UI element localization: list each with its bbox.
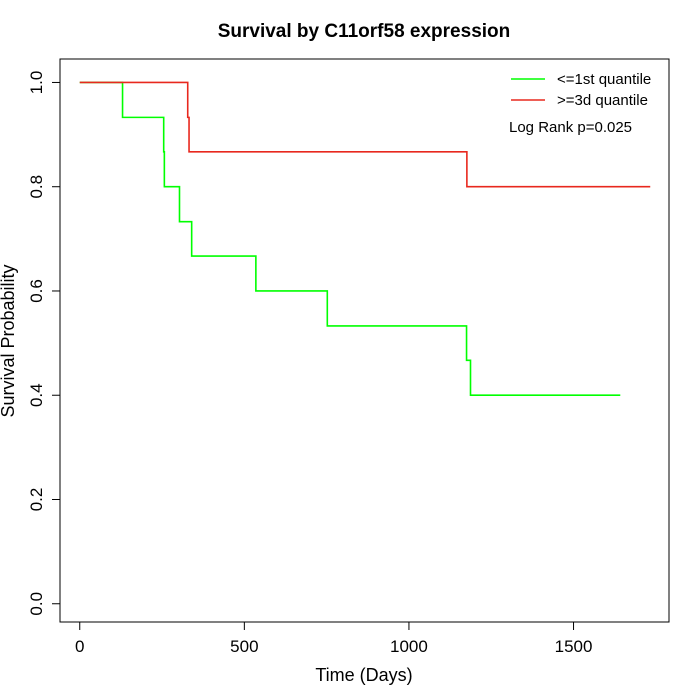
legend: <=1st quantile >=3d quantile (511, 71, 651, 109)
y-tick-label: 0.0 (27, 592, 46, 616)
y-tick-label: 0.2 (27, 488, 46, 512)
y-tick-label: 0.4 (27, 383, 46, 407)
x-tick-label: 1500 (555, 637, 593, 656)
y-axis: 0.0 0.2 0.4 0.6 0.8 1.0 (27, 71, 60, 616)
plot-frame (59, 58, 670, 623)
log-rank-annotation: Log Rank p=0.025 (509, 119, 632, 136)
series-line-1 (79, 81, 621, 397)
legend-label-2: >=3d quantile (557, 92, 648, 109)
y-tick-label: 1.0 (27, 71, 46, 95)
series-layer (79, 81, 651, 397)
x-tick-label: 0 (75, 637, 84, 656)
x-tick-label: 500 (230, 637, 258, 656)
y-tick-label: 0.8 (27, 175, 46, 199)
x-tick-label: 1000 (390, 637, 428, 656)
series-line-2 (79, 81, 651, 188)
y-axis-label: Survival Probability (0, 264, 18, 417)
chart-title: Survival by C11orf58 expression (218, 21, 511, 42)
legend-label-1: <=1st quantile (557, 71, 651, 88)
x-axis-label: Time (Days) (315, 665, 412, 685)
x-axis: 0 500 1000 1500 (75, 622, 592, 656)
y-tick-label: 0.6 (27, 279, 46, 303)
